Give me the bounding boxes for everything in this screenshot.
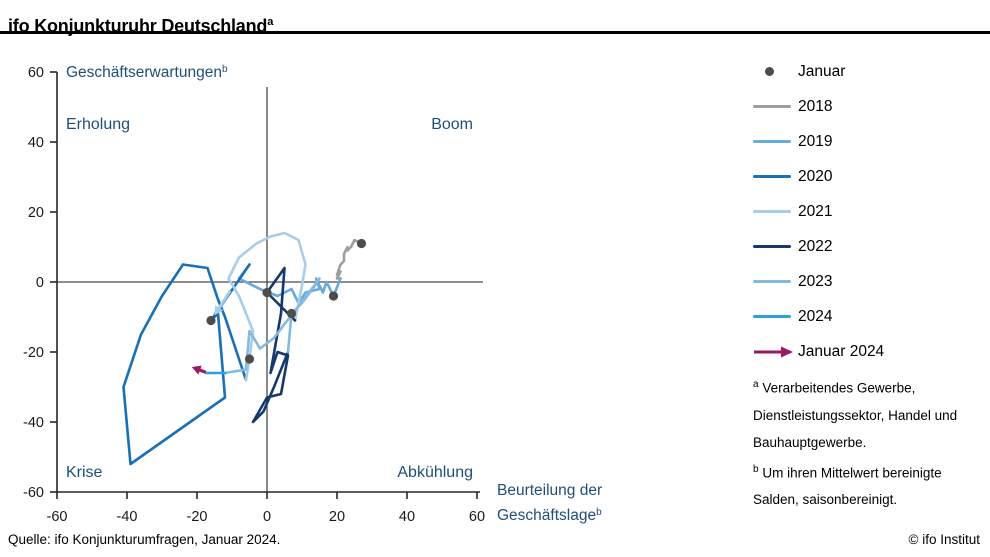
series-2022-line	[251, 266, 297, 424]
source-note: Quelle: ifo Konjunkturumfragen, Januar 2…	[8, 532, 281, 547]
x-tick-label: 0	[263, 509, 271, 525]
footnote-b-text: Um ihren Mittelwert bereinigte Salden, s…	[753, 465, 942, 507]
x-axis: -60 -40 -20 0 20 40 60	[47, 491, 485, 525]
january-dot-2022	[262, 287, 272, 298]
y-axis: 60 40 20 0 -20 -40 -60	[23, 65, 58, 501]
arrow-icon	[753, 345, 797, 359]
footnote-b: b Um ihren Mittelwert bereinigte Salden,…	[753, 456, 990, 514]
line-swatch-icon	[753, 209, 797, 214]
legend-item-2023: 2023	[753, 264, 990, 299]
legend-label: 2023	[798, 272, 833, 290]
y-tick-label: 40	[28, 135, 44, 151]
y-tick-label: -40	[23, 415, 44, 431]
series-2019-line	[237, 263, 342, 305]
january-dot-2021	[244, 354, 255, 364]
january-dot-2018	[356, 238, 367, 249]
legend-label: Januar 2024	[798, 342, 885, 360]
x-axis-title-line2: Geschäftslageb	[497, 507, 602, 525]
x-tick-label: -40	[117, 509, 138, 525]
line-swatch-icon	[753, 104, 797, 109]
chart-legend: Januar 2018 2019 2020 2021 2022 2023 2024 Januar…	[753, 54, 990, 369]
x-tick-label: -60	[47, 509, 68, 525]
januar-2024-arrow	[191, 365, 207, 375]
y-tick-label: 60	[28, 65, 44, 81]
konjunkturuhr-chart: 60 40 20 0 -20 -40 -60-60 -40 -20 0 20 40 60 Geschäft…	[23, 64, 602, 526]
legend-item-2022: 2022	[753, 229, 990, 264]
legend-label: Januar	[798, 62, 846, 80]
y-tick-label: 0	[36, 275, 44, 291]
chart-footnotes: a Verarbeitendes Gewerbe, Dienstleistung…	[753, 371, 990, 513]
januar-dot-icon	[753, 67, 797, 76]
x-axis-title-line1: Beurteilung der	[497, 482, 602, 499]
line-swatch-icon	[753, 139, 797, 144]
january-dot-2020	[206, 315, 216, 326]
y-tick-label: -60	[23, 485, 44, 501]
series-2018-line	[335, 238, 363, 280]
line-swatch-icon	[753, 279, 797, 284]
quadrant-label-abkuehlung: Abkühlung	[397, 464, 473, 481]
line-swatch-icon	[753, 174, 797, 179]
page-title: ifo Konjunkturuhr Deutschlanda	[8, 16, 273, 37]
page-title-footnote-marker: a	[267, 16, 274, 29]
series-2023-line	[223, 277, 321, 375]
line-swatch-icon	[753, 244, 797, 249]
y-tick-label: 20	[28, 205, 44, 221]
y-tick-label: -20	[23, 345, 44, 361]
legend-label: 2022	[798, 237, 833, 255]
legend-item-januar: Januar	[753, 54, 990, 89]
x-tick-label: 60	[469, 509, 485, 525]
january-dot-2019	[328, 291, 339, 301]
x-tick-label: -20	[187, 509, 208, 525]
footnote-a-marker: a	[753, 379, 759, 390]
legend-label: 2019	[798, 132, 833, 150]
legend-label: 2021	[798, 202, 833, 220]
quadrant-label-boom: Boom	[431, 116, 473, 133]
legend-item-2018: 2018	[753, 89, 990, 124]
legend-label: 2018	[798, 97, 833, 115]
footnote-b-marker: b	[753, 463, 759, 475]
title-divider	[0, 31, 990, 34]
series-2020-line	[122, 263, 251, 466]
line-swatch-icon	[753, 314, 797, 319]
legend-item-2020: 2020	[753, 159, 990, 194]
x-tick-label: 40	[399, 509, 415, 525]
quadrant-label-erholung: Erholung	[66, 116, 130, 133]
footnote-a: a Verarbeitendes Gewerbe, Dienstleistung…	[753, 371, 990, 456]
series-2021-line	[227, 231, 307, 382]
copyright-note: © ifo Institut	[908, 532, 980, 547]
legend-item-januar-2024: Januar 2024	[753, 334, 990, 369]
january-dot-2023	[286, 308, 297, 319]
legend-item-2024: 2024	[753, 299, 990, 334]
x-tick-label: 20	[329, 509, 345, 525]
legend-label: 2024	[798, 307, 833, 325]
legend-item-2019: 2019	[753, 124, 990, 159]
y-axis-title: Geschäftserwartungenb	[66, 64, 228, 82]
legend-item-2021: 2021	[753, 194, 990, 229]
quadrant-label-krise: Krise	[66, 464, 103, 481]
year-transition-arrow	[214, 289, 232, 316]
footnote-a-text: Verarbeitendes Gewerbe, Dienstleistungss…	[753, 380, 958, 450]
legend-label: 2020	[798, 167, 833, 185]
